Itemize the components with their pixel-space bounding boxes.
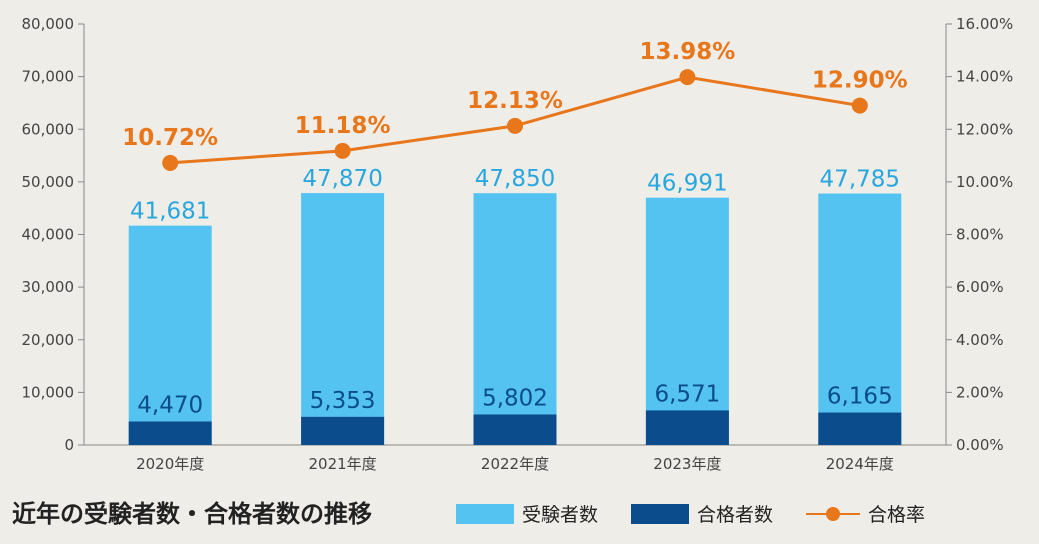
y2-tick-label: 14.00% — [956, 68, 1013, 86]
data-label-applicants: 46,991 — [647, 171, 727, 197]
rate-point — [162, 154, 179, 171]
legend-label-rate: 合格率 — [868, 504, 926, 526]
y2-tick-label: 10.00% — [956, 173, 1013, 191]
bar-passers — [645, 410, 729, 445]
data-label-applicants: 47,850 — [475, 166, 555, 192]
x-tick-label: 2023年度 — [653, 455, 721, 473]
data-label-passers: 4,470 — [137, 392, 203, 418]
y2-tick-label: 16.00% — [956, 15, 1013, 33]
legend-swatch-applicants — [456, 503, 514, 524]
y2-tick-label: 12.00% — [956, 120, 1013, 138]
chart-footer: 近年の受験者数・合格者数の推移 受験者数 合格者数 合格率 — [0, 488, 1039, 544]
legend-item-applicants: 受験者数 — [456, 500, 598, 527]
legend-item-passers: 合格者数 — [631, 500, 773, 527]
bar-passers — [473, 414, 557, 445]
y-tick-label: 60,000 — [22, 120, 75, 138]
y-tick-label: 80,000 — [22, 15, 75, 33]
y2-tick-label: 0.00% — [956, 436, 1004, 454]
data-label-rate: 11.18% — [295, 113, 391, 139]
legend-label-applicants: 受験者数 — [522, 504, 599, 526]
y-tick-label: 50,000 — [22, 173, 75, 191]
data-label-rate: 10.72% — [122, 125, 218, 151]
data-label-applicants: 41,681 — [130, 199, 210, 225]
x-tick-label: 2020年度 — [136, 455, 204, 473]
data-label-passers: 5,353 — [310, 388, 376, 414]
y-tick-label: 0 — [64, 436, 74, 454]
x-tick-label: 2021年度 — [309, 455, 377, 473]
y-tick-label: 40,000 — [22, 226, 75, 244]
legend-swatch-rate — [806, 504, 860, 524]
data-label-passers: 5,802 — [482, 385, 548, 411]
data-label-rate: 13.98% — [640, 39, 736, 65]
y2-tick-label: 2.00% — [956, 383, 1004, 401]
data-label-rate: 12.13% — [467, 88, 563, 114]
y2-tick-label: 6.00% — [956, 278, 1004, 296]
data-label-applicants: 47,785 — [820, 167, 900, 193]
data-label-applicants: 47,870 — [302, 166, 382, 192]
rate-point — [507, 117, 523, 134]
bar-passers — [818, 412, 902, 445]
y-tick-label: 70,000 — [22, 68, 75, 86]
bar-applicants — [818, 193, 902, 445]
data-label-rate: 12.90% — [812, 68, 908, 94]
rate-point — [679, 69, 696, 86]
bar-applicants — [128, 225, 212, 445]
rate-point — [851, 97, 868, 114]
bar-applicants — [473, 193, 557, 445]
data-label-passers: 6,571 — [654, 381, 720, 407]
bar-passers — [301, 416, 385, 445]
x-tick-label: 2022年度 — [481, 455, 549, 473]
y2-tick-label: 8.00% — [956, 226, 1004, 244]
chart-title: 近年の受験者数・合格者数の推移 — [12, 500, 372, 528]
bar-passers — [128, 421, 212, 445]
rate-point — [334, 142, 351, 159]
legend-item-rate: 合格率 — [806, 500, 925, 527]
y-tick-label: 30,000 — [22, 278, 75, 296]
x-tick-label: 2024年度 — [826, 455, 894, 473]
y2-tick-label: 4.00% — [956, 331, 1004, 349]
legend-label-passers: 合格者数 — [697, 504, 774, 526]
y-tick-label: 20,000 — [22, 331, 75, 349]
y-tick-label: 10,000 — [22, 383, 75, 401]
bar-applicants — [645, 197, 729, 445]
data-label-passers: 6,165 — [827, 384, 893, 410]
legend-swatch-passers — [631, 503, 689, 524]
bar-applicants — [301, 193, 385, 445]
